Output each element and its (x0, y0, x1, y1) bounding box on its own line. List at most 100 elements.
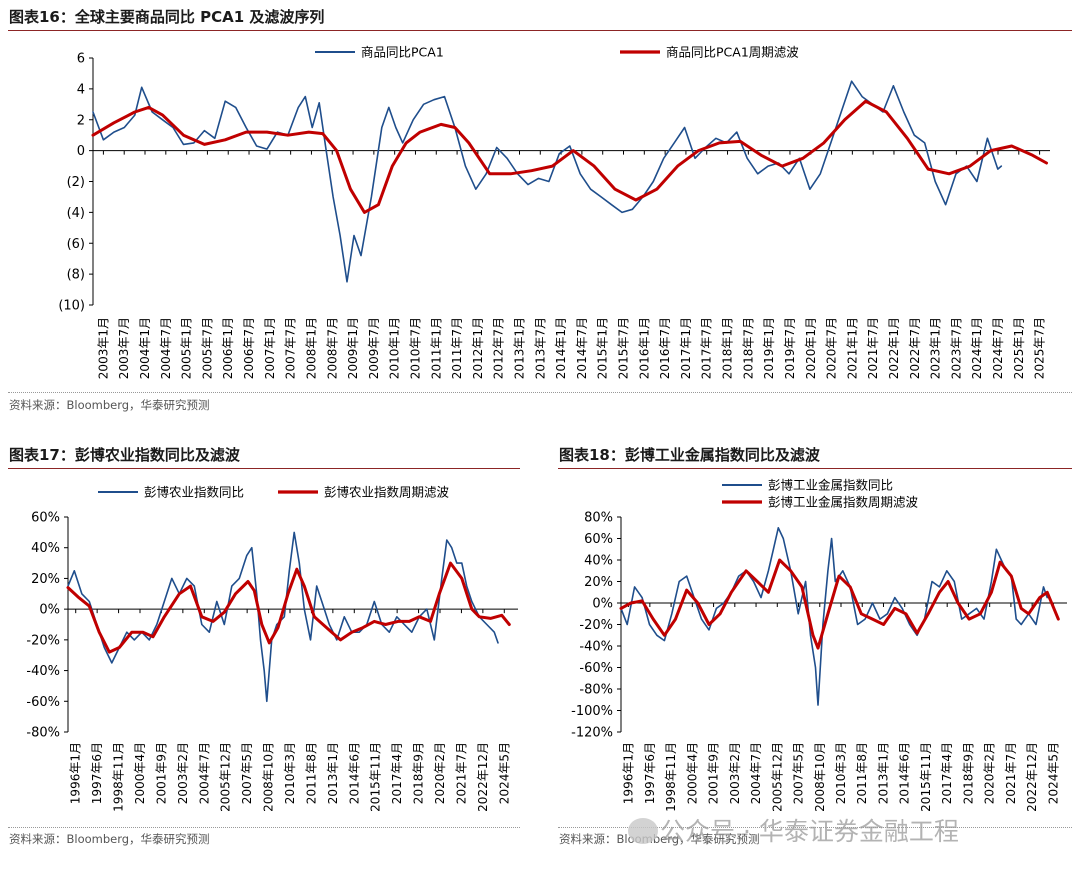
y-tick-label: -60% (579, 661, 613, 676)
x-tick-label: 2005年12月 (219, 742, 233, 812)
x-tick-label: 2006年7月 (242, 317, 256, 379)
figure17-source-rule (8, 827, 520, 828)
x-tick-label: 2011年7月 (450, 317, 464, 379)
y-tick-label: 0 (77, 144, 85, 159)
chart-16-plot: 6 4 2 0 (2) (4) (6) (8) (10) 2003年1月 2003年7月 2004年1… (58, 45, 1050, 379)
figure18-title: 图表18：彭博工业金属指数同比及滤波 (559, 446, 820, 464)
x-tick-label: 2005年7月 (200, 317, 214, 379)
figure18-title-rule (558, 468, 1072, 469)
y-tick-label: -40% (579, 640, 613, 655)
y-tick-label: (4) (67, 206, 85, 221)
y-tick-label: 40% (31, 541, 60, 556)
x-tick-label: 2001年9月 (707, 742, 721, 804)
x-tick-label: 2010年3月 (834, 742, 848, 804)
x-tick-label: 2025年1月 (1012, 317, 1026, 379)
x-tick-label: 1998年11月 (664, 742, 678, 812)
y-tick-label: -60% (26, 695, 60, 710)
y-tick-label: -80% (579, 683, 613, 698)
figure18-source: 资料来源：Bloomberg，华泰研究预测 (559, 832, 760, 846)
x-tick-label: 2020年7月 (825, 317, 839, 379)
x-tick-label: 2007年7月 (284, 317, 298, 379)
y-tick-label: (2) (67, 175, 85, 190)
x-tick-label: 2017年4月 (940, 742, 954, 804)
x-tick-label: 2014年6月 (347, 742, 361, 804)
x-tick-label: 2018年9月 (412, 742, 426, 804)
x-tick-label: 2020年1月 (804, 317, 818, 379)
x-tick-label: 1996年1月 (622, 742, 636, 804)
x-tick-label: 2004年7月 (749, 742, 763, 804)
filtered-series-line (619, 558, 1060, 650)
x-tick-label: 2022年12月 (1025, 742, 1039, 812)
filtered-series-line (91, 99, 1048, 214)
chart-18-plot: 80% 60% 40% 20% 0% -20% -40% -60% -80% -100% -120%… (571, 478, 1067, 812)
x-tick-label: 2018年7月 (741, 317, 755, 379)
x-tick-label: 2023年7月 (949, 317, 963, 379)
figure17-source: 资料来源：Bloomberg，华泰研究预测 (9, 832, 210, 846)
x-tick-label: 2003年7月 (117, 317, 131, 379)
x-tick-label: 2012年7月 (492, 317, 506, 379)
x-tick-label: 2000年4月 (133, 742, 147, 804)
y-tick-label: 60% (584, 532, 613, 547)
legend-label: 彭博农业指数周期滤波 (324, 485, 450, 500)
x-tick-label: 1997年6月 (643, 742, 657, 804)
y-tick-label: -20% (26, 633, 60, 648)
x-tick-label: 2021年7月 (866, 317, 880, 379)
x-tick-label: 1998年11月 (112, 742, 126, 812)
x-tick-label: 1997年6月 (90, 742, 104, 804)
y-tick-label: 0% (39, 603, 60, 618)
figure16-source: 资料来源：Bloomberg，华泰研究预测 (9, 398, 210, 412)
x-tick-label: 2012年1月 (471, 317, 485, 379)
x-tick-label: 2020年2月 (983, 742, 997, 804)
x-tick-label: 2010年7月 (408, 317, 422, 379)
raw-series-line (92, 80, 1003, 283)
y-tick-label: (8) (67, 268, 85, 283)
x-tick-label: 2008年10月 (262, 742, 276, 812)
x-tick-label: 2005年1月 (180, 317, 194, 379)
x-tick-label: 2024年5月 (497, 742, 511, 804)
x-tick-label: 2019年7月 (783, 317, 797, 379)
y-tick-label: -120% (571, 726, 613, 741)
x-tick-label: 2008年7月 (325, 317, 339, 379)
x-tick-label: 2018年1月 (721, 317, 735, 379)
x-tick-label: 1996年1月 (69, 742, 83, 804)
legend-label: 彭博工业金属指数周期滤波 (768, 495, 919, 510)
x-tick-label: 2013年1月 (326, 742, 340, 804)
figure16-title: 图表16：全球主要商品同比 PCA1 及滤波序列 (9, 8, 325, 26)
x-tick-label: 2007年1月 (263, 317, 277, 379)
x-tick-label: 2022年1月 (887, 317, 901, 379)
x-tick-label: 2018年9月 (961, 742, 975, 804)
raw-series-line (620, 527, 1048, 706)
x-tick-label: 2014年1月 (554, 317, 568, 379)
legend-label: 商品同比PCA1周期滤波 (666, 45, 799, 60)
x-tick-label: 2009年7月 (367, 317, 381, 379)
figure17-title-rule (8, 468, 520, 469)
x-tick-label: 2013年7月 (533, 317, 547, 379)
x-tick-label: 2007年5月 (792, 742, 806, 804)
y-tick-label: 2 (77, 113, 85, 128)
x-tick-label: 2008年1月 (304, 317, 318, 379)
x-tick-label: 2022年7月 (908, 317, 922, 379)
x-tick-label: 2007年5月 (240, 742, 254, 804)
x-tick-label: 2016年7月 (658, 317, 672, 379)
legend-label: 彭博工业金属指数同比 (768, 478, 893, 493)
x-tick-label: 2004年1月 (138, 317, 152, 379)
x-tick-label: 2016年1月 (637, 317, 651, 379)
y-tick-label: 4 (77, 82, 85, 97)
y-tick-label: 20% (584, 575, 613, 590)
wechat-icon (628, 818, 658, 844)
x-tick-label: 2010年1月 (388, 317, 402, 379)
x-tick-label: 2023年1月 (929, 317, 943, 379)
x-tick-label: 2015年11月 (369, 742, 383, 812)
figure16-source-rule (8, 392, 1072, 393)
x-tick-label: 2020年2月 (433, 742, 447, 804)
x-tick-label: 2000年4月 (685, 742, 699, 804)
y-tick-label: 6 (77, 52, 85, 67)
y-tick-label: 40% (584, 554, 613, 569)
x-tick-label: 2015年1月 (596, 317, 610, 379)
legend-label: 彭博农业指数同比 (144, 485, 244, 500)
x-tick-label: 2015年7月 (617, 317, 631, 379)
x-tick-label: 2021年7月 (454, 742, 468, 804)
x-tick-label: 2003年2月 (728, 742, 742, 804)
y-tick-label: 60% (31, 511, 60, 526)
